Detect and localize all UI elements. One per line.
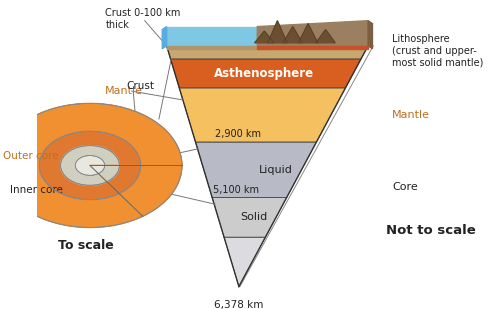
Wedge shape [61,146,120,185]
Wedge shape [0,104,182,227]
Wedge shape [90,165,182,216]
Polygon shape [166,46,368,59]
Text: Mantle: Mantle [392,110,430,120]
Polygon shape [268,21,287,43]
Wedge shape [75,155,105,176]
Text: Outer core: Outer core [2,151,58,161]
Polygon shape [257,46,368,49]
Polygon shape [162,27,166,49]
Polygon shape [257,21,368,46]
Text: Lithosphere
(crust and upper-
most solid mantle): Lithosphere (crust and upper- most solid… [392,34,484,67]
Polygon shape [283,27,302,43]
Polygon shape [170,59,361,88]
Text: Solid: Solid [240,212,267,222]
Polygon shape [254,31,274,43]
Text: Crust 0-100 km
thick: Crust 0-100 km thick [105,8,181,30]
Text: Crust: Crust [127,81,155,91]
Text: To scale: To scale [58,239,114,252]
Polygon shape [368,21,372,49]
Polygon shape [179,88,345,142]
Polygon shape [212,197,287,237]
Polygon shape [316,30,335,43]
Polygon shape [298,23,318,43]
Wedge shape [90,165,105,174]
Text: Inner core: Inner core [10,185,63,195]
Wedge shape [40,131,141,200]
Wedge shape [90,165,141,193]
Text: 2,900 km: 2,900 km [215,129,261,138]
Text: 5,100 km: 5,100 km [213,185,259,195]
Polygon shape [224,237,265,286]
Text: 6,378 km: 6,378 km [214,300,264,309]
Text: Not to scale: Not to scale [386,224,475,237]
Polygon shape [166,46,271,49]
Text: Mantle: Mantle [105,86,143,96]
Wedge shape [90,165,120,182]
Text: Asthenosphere: Asthenosphere [214,67,314,80]
Polygon shape [166,27,271,46]
Polygon shape [196,142,316,197]
Text: Core: Core [392,182,418,192]
Text: Liquid: Liquid [259,165,293,175]
